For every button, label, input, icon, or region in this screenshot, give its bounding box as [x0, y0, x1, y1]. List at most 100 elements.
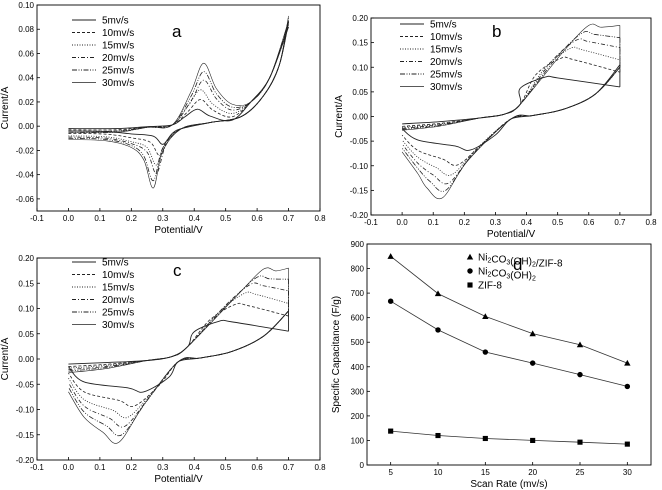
legend-label: 20mv/s [102, 295, 134, 306]
cv-curve-upper-30mv/s [68, 20, 289, 133]
x-tick-label: -0.1 [30, 463, 44, 472]
y-tick-label: 0.15 [352, 39, 368, 48]
y-tick-label: -0.15 [350, 186, 369, 195]
panel-b-cv-chart: -0.1 0.0 0.1 0.2 0.3 0.4 0.5 0.6 0.7 0.8 -0.20 -0.1… [334, 14, 657, 240]
legend-label: 5mv/s [102, 258, 129, 269]
cv-curve-upper-15mv/s [68, 24, 289, 132]
y-tick-label: 600 [351, 314, 365, 323]
y-axis-label: Specific Capacitance (F/g) [331, 296, 342, 413]
x-tick-label: 0.0 [63, 214, 75, 223]
y-tick-label: 0.00 [18, 355, 34, 364]
x-tick-label: 0.0 [397, 218, 409, 227]
data-point-2-0 [388, 428, 394, 434]
legend-label: 25mv/s [430, 70, 462, 81]
cv-curve-lower-30mv/s [68, 310, 289, 444]
y-tick-label: 0.20 [352, 14, 368, 23]
plot-frame [370, 17, 652, 216]
legend-label: 25mv/s [102, 308, 134, 319]
x-tick-label: 30 [623, 468, 632, 477]
cv-curve-upper-30mv/s [68, 267, 289, 373]
y-tick-label: 0.20 [18, 254, 34, 263]
cv-curve-lower-30mv/s [401, 67, 621, 200]
y-tick-label: 0.02 [18, 98, 34, 107]
x-tick-label: 0.4 [189, 214, 201, 223]
data-point-0-3 [529, 330, 536, 337]
x-tick-label: 0.5 [220, 214, 232, 223]
legend-label: 30mv/s [102, 78, 134, 89]
data-point-1-0 [387, 298, 394, 304]
x-axis-label: Scan Rate (mv/s) [470, 479, 547, 490]
x-tick-label: 0.1 [428, 218, 440, 227]
cv-curve-lower-30mv/s [68, 15, 289, 189]
x-tick-label: 0.2 [126, 214, 138, 223]
data-point-2-5 [624, 441, 630, 447]
x-tick-label: 0.5 [220, 463, 232, 472]
y-tick-label: 0.10 [352, 63, 368, 72]
legend-label: 25mv/s [102, 66, 134, 77]
panel-letter: c [173, 261, 182, 280]
y-tick-label: -0.20 [16, 456, 35, 465]
cv-curve-upper-30mv/s [402, 23, 620, 131]
x-tick-label: 0.7 [283, 214, 295, 223]
legend-marker-2 [467, 282, 473, 288]
x-tick-label: 0.2 [459, 218, 471, 227]
data-point-0-1 [434, 290, 442, 297]
legend-label: 30mv/s [102, 320, 134, 331]
plot-frame [36, 4, 321, 212]
data-point-1-1 [435, 327, 441, 333]
cv-curve-upper-20mv/s [68, 23, 289, 132]
x-tick-label: 0.3 [157, 214, 169, 223]
y-tick-label: -0.20 [350, 211, 369, 220]
legend-label: 20mv/s [102, 53, 134, 64]
x-tick-label: 10 [434, 468, 443, 477]
x-tick-label: 25 [576, 468, 585, 477]
x-tick-label: 0.4 [189, 463, 201, 472]
y-tick-label: 0.05 [352, 88, 368, 97]
y-tick-label: -0.06 [16, 195, 35, 204]
legend-label: 20mv/s [430, 57, 462, 68]
y-tick-label: 700 [351, 289, 365, 298]
panel-a-cv-chart: -0.1 0.0 0.1 0.2 0.3 0.4 0.5 0.6 0.7 0.8 -0.06 -0.0… [0, 1, 326, 236]
x-tick-label: 0.6 [583, 218, 595, 227]
y-tick-label: 0.10 [18, 1, 34, 10]
data-point-0-5 [624, 359, 631, 366]
x-tick-label: 20 [528, 468, 537, 477]
x-tick-label: 0.8 [314, 214, 326, 223]
legend-label: 10mv/s [102, 28, 134, 39]
x-tick-label: 0.6 [252, 463, 264, 472]
x-tick-label: 0.1 [94, 463, 106, 472]
legend-marker-0 [466, 253, 474, 260]
data-point-1-3 [529, 360, 536, 366]
y-tick-label: -0.05 [16, 380, 35, 389]
series-line-0 [390, 255, 628, 364]
y-tick-label: 200 [351, 412, 365, 421]
y-tick-label: 900 [351, 240, 365, 249]
data-point-1-4 [577, 371, 583, 378]
legend-label: 10mv/s [102, 270, 134, 281]
legend-label: 15mv/s [430, 45, 462, 56]
data-point-0-2 [482, 313, 489, 319]
data-point-1-5 [624, 383, 631, 390]
y-tick-label: 0.05 [18, 330, 34, 339]
y-tick-label: 0.06 [18, 49, 34, 58]
cv-curve-upper-25mv/s [402, 30, 620, 130]
x-tick-label: 15 [481, 468, 490, 477]
legend-label: Ni2CO3(OH)2 [478, 267, 536, 283]
x-tick-label: -0.1 [364, 218, 378, 227]
x-tick-label: 0.3 [490, 218, 502, 227]
legend-label: 30mv/s [430, 82, 462, 93]
data-point-2-4 [577, 439, 583, 445]
x-axis-label: Potential/V [154, 225, 203, 236]
x-tick-label: 0.7 [283, 463, 295, 472]
y-tick-label: 0.00 [18, 122, 34, 131]
x-tick-label: -0.1 [30, 214, 44, 223]
legend-label: Ni2CO3(OH)2/ZIF-8 [478, 253, 563, 270]
x-axis-label: Potential/V [487, 229, 536, 240]
y-tick-label: -0.02 [16, 146, 35, 155]
plot-frame [366, 243, 652, 466]
x-tick-label: 0.2 [126, 463, 138, 472]
data-point-2-1 [435, 432, 441, 439]
panel-d-capacitance-chart: 5 10 15 20 25 300100200300400500600700800900S… [331, 240, 652, 490]
x-tick-label: 0.5 [552, 218, 564, 227]
